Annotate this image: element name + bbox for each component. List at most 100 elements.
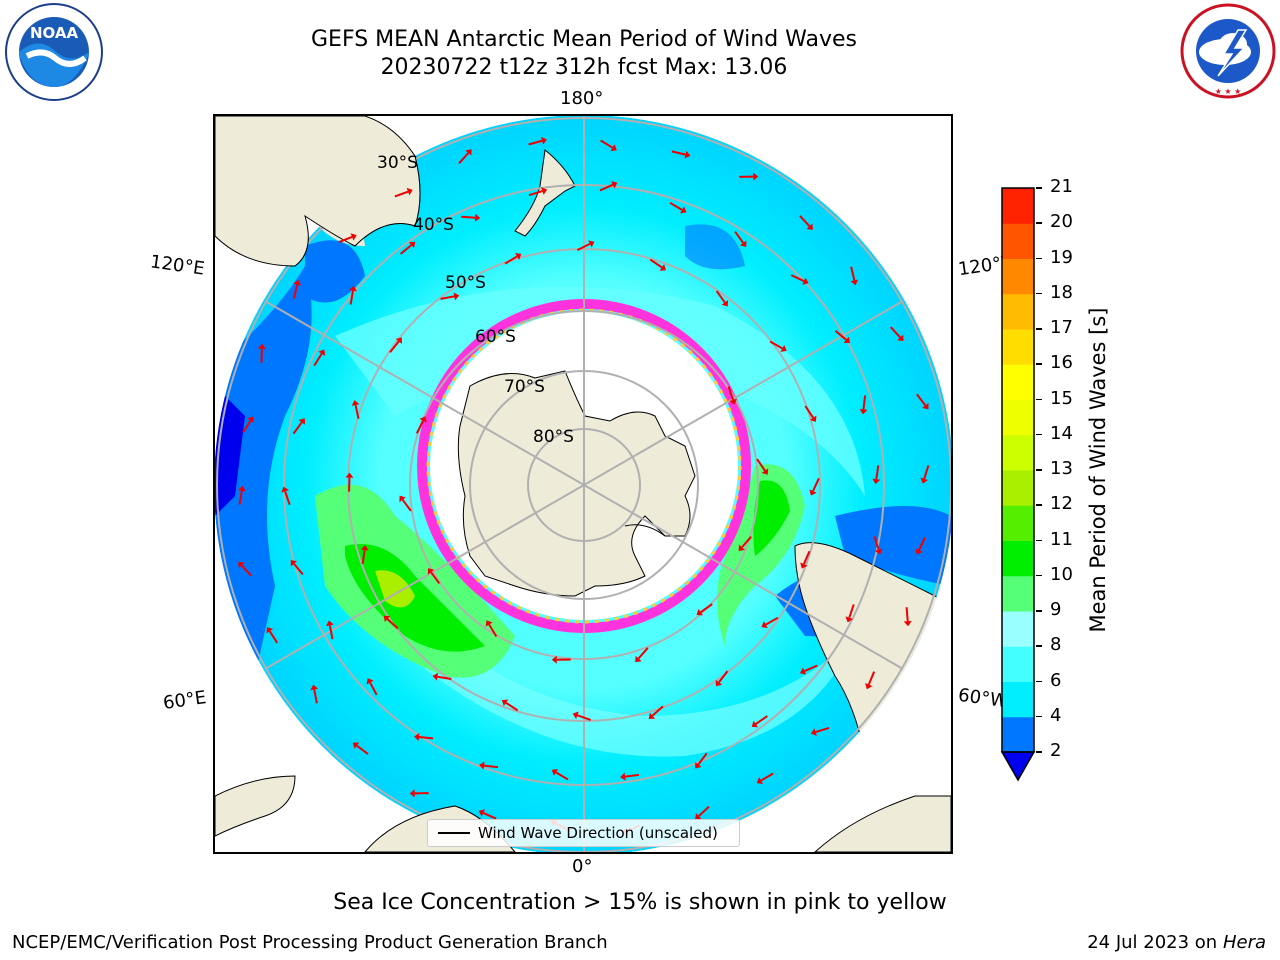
wind-arrow-shaft	[637, 647, 649, 660]
wind-arrow-head	[345, 472, 354, 478]
wind-arrow-head	[845, 616, 854, 623]
colorbar-tick-label: 20	[1050, 211, 1073, 233]
colorbar-tick-label: 17	[1050, 317, 1073, 338]
wind-arrow-head	[465, 149, 472, 156]
wind-arrow-head	[290, 559, 297, 567]
wind-arrow-shaft	[292, 421, 303, 435]
colorbar-tick-mark	[1036, 539, 1042, 541]
wind-arrow-head	[399, 495, 406, 503]
wind-arrow-shaft	[313, 689, 318, 704]
wind-arrow-shaft	[483, 764, 499, 769]
wind-arrow-shaft	[260, 348, 263, 363]
wind-arrow-shaft	[576, 243, 591, 251]
wind-arrow-head	[541, 136, 547, 145]
wind-arrow-shaft	[386, 618, 399, 630]
wind-arrow-head	[738, 544, 745, 551]
wind-arrow-shaft	[437, 675, 452, 680]
colorbar-tick-mark	[1036, 187, 1042, 189]
colorbar-tick-label: 4	[1050, 704, 1062, 726]
wind-arrow-head	[453, 292, 460, 301]
wind-arrow-head	[806, 223, 813, 230]
colorbar-tick-label: 9	[1050, 599, 1062, 620]
wind-arrow-shaft	[718, 670, 729, 683]
colorbar-tick-mark	[1036, 328, 1042, 330]
wind-arrow-shaft	[862, 395, 867, 410]
wind-arrow-shaft	[727, 386, 735, 401]
wind-arrow-head	[715, 679, 723, 687]
wind-arrow-head	[237, 485, 246, 492]
wind-arrow-head	[351, 400, 360, 406]
wind-arrow-head	[238, 561, 245, 569]
polar-map[interactable]: 30°S 40°S 50°S 60°S 70°S 80°S Wind Wave …	[213, 114, 953, 854]
wind-arrow-shaft	[804, 664, 818, 673]
wind-arrow-head	[409, 789, 415, 798]
colorbar-block	[1002, 329, 1034, 365]
colorbar-tick-label: 16	[1050, 352, 1073, 374]
wind-arrow-head	[541, 187, 548, 195]
wind-arrow-shaft	[338, 235, 353, 244]
wind-arrow-shaft	[599, 183, 614, 192]
colorbar-tick-mark	[1036, 469, 1042, 471]
wind-arrow-shaft	[756, 458, 766, 472]
noaa-logo: NOAA	[5, 3, 103, 101]
colorbar-block	[1002, 223, 1034, 259]
wind-arrow-shaft	[698, 805, 710, 817]
wind-arrow-shaft	[458, 152, 470, 165]
wind-arrow-shaft	[600, 139, 614, 149]
wind-arrow-head	[761, 621, 768, 629]
wind-arrow-shaft	[697, 752, 708, 766]
wind-arrow-shaft	[734, 231, 745, 244]
wind-arrow-head	[310, 684, 319, 691]
wind-arrow-shaft	[268, 630, 279, 644]
wind-arrow-head	[408, 241, 416, 249]
lat-label-50s: 50°S	[445, 273, 486, 293]
colorbar-block	[1002, 470, 1034, 506]
colorbar-block	[1002, 575, 1034, 612]
wind-arrow-shaft	[504, 255, 518, 265]
colorbar-tick-label: 12	[1050, 493, 1073, 515]
wind-arrow-head	[920, 477, 929, 484]
low-period-patch-west	[215, 266, 312, 676]
map-title: GEFS MEAN Antarctic Mean Period of Wind …	[311, 27, 857, 52]
wind-arrow-shaft	[649, 258, 663, 269]
wind-arrow-shaft	[482, 812, 497, 820]
wind-arrow-shaft	[850, 266, 856, 281]
wind-arrow-head	[648, 712, 656, 720]
wind-arrow-shaft	[399, 244, 413, 255]
colorbar-block	[1002, 681, 1034, 718]
wind-arrow-head	[485, 620, 493, 627]
wind-arrow-shaft	[313, 353, 323, 367]
wind-arrow-shaft	[505, 701, 519, 712]
wind-arrow-shaft	[834, 330, 847, 341]
machine-name: Hera	[1222, 932, 1266, 953]
wind-arrow-shaft	[293, 563, 304, 576]
wind-arrow-shaft	[651, 705, 664, 717]
wind-arrow-shaft	[430, 571, 441, 585]
wind-arrow-head	[635, 655, 642, 663]
svg-text:★ ★ ★: ★ ★ ★	[1215, 87, 1242, 96]
wind-arrow-shaft	[440, 295, 455, 300]
wind-arrow-shaft	[918, 537, 926, 551]
legend-line-icon	[438, 832, 470, 834]
colorbar-tick-mark	[1036, 363, 1042, 365]
colorbar-ticks: 2 4 6 8 9 10 11 12 13 14 15 16 17 18 19 20 21	[1036, 176, 1096, 766]
wind-arrow-head	[281, 486, 289, 493]
wind-arrow-head	[350, 233, 357, 241]
colorbar-tick-mark	[1036, 257, 1042, 259]
wind-arrow-head	[432, 672, 439, 681]
colorbar-block	[1002, 505, 1034, 541]
wind-arrow-shaft	[528, 190, 543, 197]
wind-arrow-head	[843, 336, 851, 344]
wind-arrow-head	[501, 699, 509, 707]
lat-label-40s: 40°S	[413, 215, 454, 235]
wind-arrow-shaft	[415, 420, 424, 434]
wind-arrow-shaft	[354, 404, 360, 419]
wind-arrow-head	[659, 264, 666, 271]
nws-logo: ★ ★ ★	[1180, 3, 1276, 99]
wind-arrow-head	[414, 733, 420, 741]
wind-arrow-head	[695, 813, 702, 820]
wind-arrow-shaft	[889, 326, 901, 339]
polar-map-canvas: 30°S 40°S 50°S 60°S 70°S 80°S	[215, 116, 951, 852]
wind-arrow-shaft	[624, 773, 640, 778]
wind-arrow-head	[922, 402, 929, 410]
